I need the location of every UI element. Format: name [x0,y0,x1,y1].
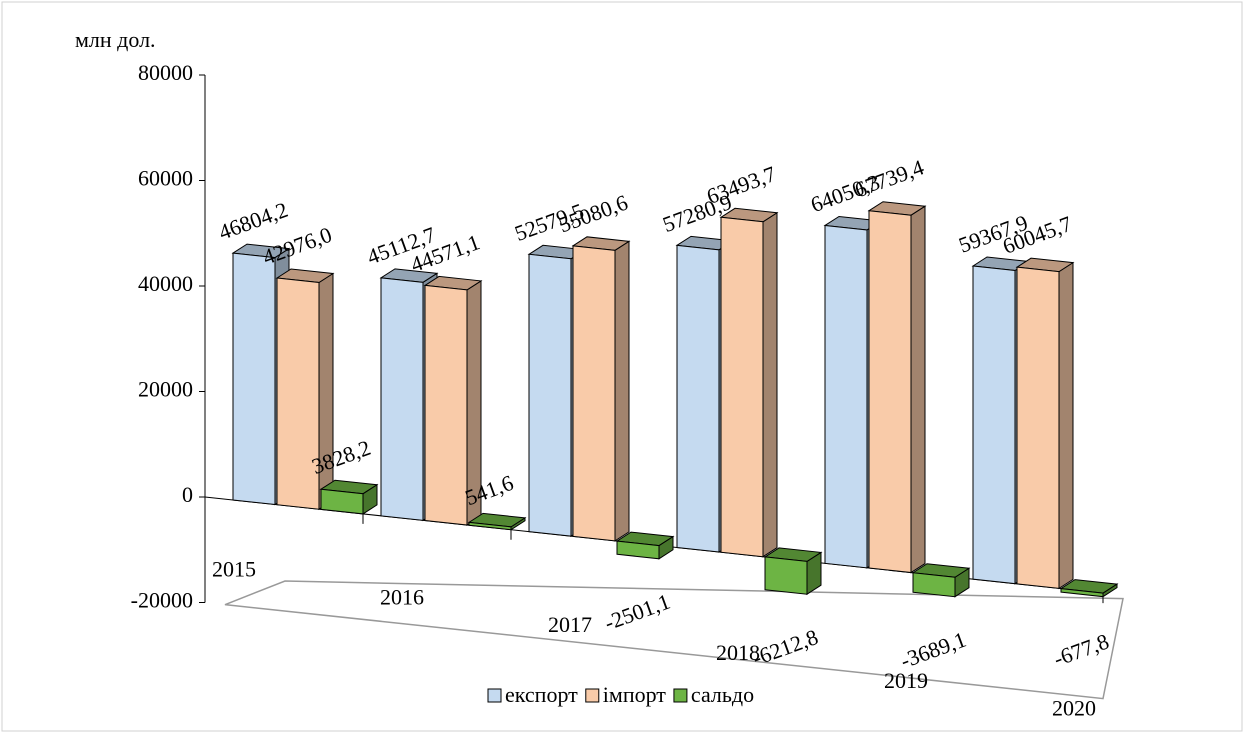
bar-front [868,210,912,574]
bar-front [720,216,764,558]
bar [1015,257,1075,590]
bar [615,531,675,560]
bar-front [528,253,572,537]
y-tick-label: 80000 [138,60,193,85]
bar [763,547,823,596]
bar-front [572,245,616,542]
bar [911,563,971,598]
x-tick-label: 2020 [1052,696,1096,721]
bar [319,479,379,515]
y-tick-label: 20000 [138,377,193,402]
y-axis-label: млн дол. [75,27,156,52]
bar-front [232,252,276,506]
legend-swatch [673,688,688,703]
bar-front [1060,588,1104,598]
legend-label: імпорт [603,682,667,707]
x-tick-label: 2018 [716,640,760,665]
bar [719,207,779,558]
y-tick-label: 60000 [138,166,193,191]
legend-swatch [585,688,600,703]
y-tick-label: 0 [182,482,193,507]
bar-side [1058,261,1074,590]
x-tick-label: 2017 [548,612,592,637]
bar [423,275,483,526]
bar-front [380,277,424,521]
legend-label: сальдо [691,682,754,707]
bar-front [276,277,320,510]
bar-front [824,224,868,569]
bar-side [762,211,778,558]
bar-front [676,244,720,553]
x-tick-label: 2019 [884,668,928,693]
bar-front [616,540,660,560]
y-tick-label: 40000 [138,271,193,296]
bar [1059,579,1119,598]
legend-label: експорт [505,682,578,707]
bar-front [468,521,512,531]
bar [571,236,631,542]
bar-front [1016,266,1060,589]
bar [467,512,527,531]
x-tick-label: 2015 [212,557,256,582]
bar [867,201,927,574]
floor [224,580,1124,700]
bar-front [424,284,468,526]
bar-side [910,205,926,574]
legend-swatch [487,688,502,703]
bar-front [764,556,808,595]
y-tick-label: -20000 [131,588,193,613]
bar-side [614,240,630,542]
bar-front [912,572,956,598]
bar-front [320,488,364,515]
bar [275,268,335,511]
x-tick-label: 2016 [380,584,424,609]
bar-front [972,265,1016,585]
